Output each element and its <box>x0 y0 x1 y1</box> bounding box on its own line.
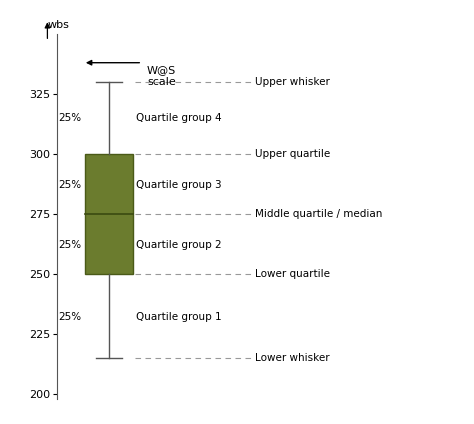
Text: Quartile group 4: Quartile group 4 <box>137 113 222 123</box>
Bar <box>85 154 133 274</box>
Text: W@S
scale: W@S scale <box>147 65 176 86</box>
Text: Quartile group 2: Quartile group 2 <box>137 240 222 250</box>
Text: Quartile group 1: Quartile group 1 <box>137 312 222 322</box>
Text: 25%: 25% <box>59 312 82 322</box>
Text: 25%: 25% <box>59 180 82 190</box>
Text: 25%: 25% <box>59 113 82 123</box>
Text: Upper whisker: Upper whisker <box>255 77 329 87</box>
Text: Quartile group 3: Quartile group 3 <box>137 180 222 190</box>
Text: wbs: wbs <box>47 20 69 30</box>
Text: Lower quartile: Lower quartile <box>255 269 330 279</box>
Text: Upper quartile: Upper quartile <box>255 149 330 159</box>
Text: Middle quartile / median: Middle quartile / median <box>255 209 382 219</box>
Text: Lower whisker: Lower whisker <box>255 353 329 363</box>
Text: 25%: 25% <box>59 240 82 250</box>
